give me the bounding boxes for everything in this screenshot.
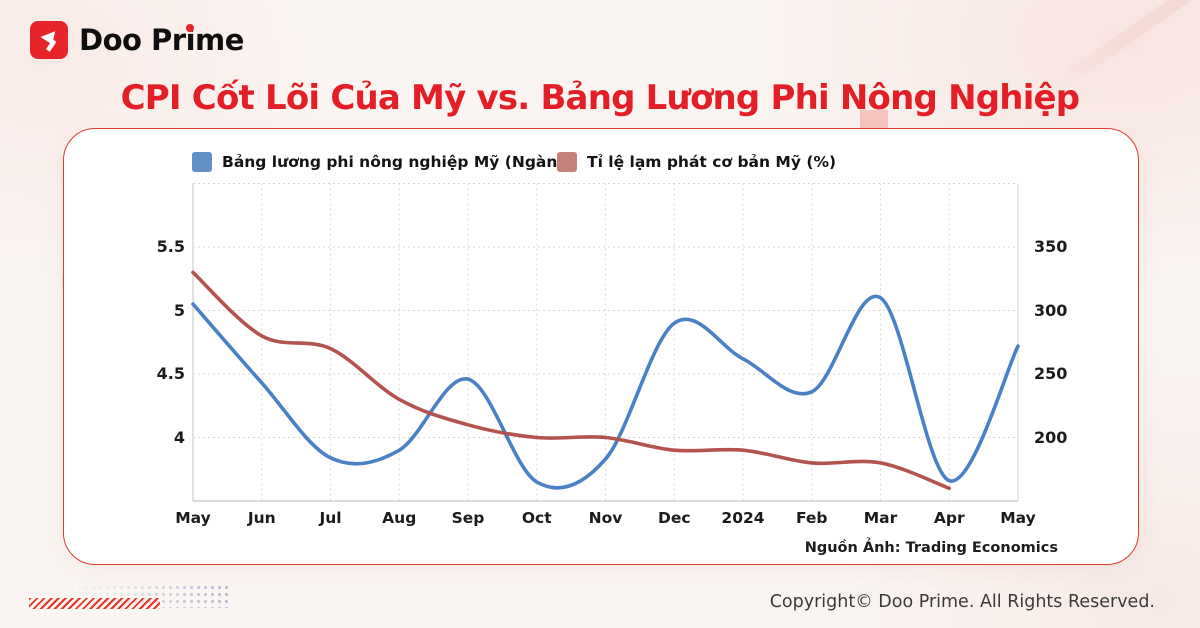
source-note: Nguồn Ảnh: Trading Economics: [804, 540, 1058, 556]
page-title: CPI Cốt Lõi Của Mỹ vs. Bảng Lương Phi Nô…: [120, 78, 1081, 118]
legend-swatch-blue: [192, 152, 212, 172]
legend-label: Tỉ lệ lạm phát cơ bản Mỹ (%): [587, 153, 837, 171]
legend-label: Bảng lương phi nông nghiệp Mỹ (Ngàn): [222, 153, 565, 171]
doo-prime-logo-icon: [30, 21, 68, 59]
doo-prime-logo-text: Doo Prime: [79, 23, 244, 57]
decor-striped-bar: [29, 598, 160, 609]
legend-item-core-cpi: Tỉ lệ lạm phát cơ bản Mỹ (%): [557, 151, 836, 173]
chart-card: [63, 128, 1139, 565]
logo-text-i: i: [185, 23, 196, 57]
logo-text-b: me: [195, 23, 244, 57]
decor-pink-square: [860, 110, 888, 130]
copyright-text: Copyright© Doo Prime. All Rights Reserve…: [769, 592, 1155, 612]
logo-text-a: Doo Pr: [79, 23, 186, 57]
legend-item-nonfarm-payrolls: Bảng lương phi nông nghiệp Mỹ (Ngàn): [192, 151, 565, 173]
legend-swatch-red: [557, 152, 577, 172]
doo-prime-logo: Doo Prime: [30, 20, 244, 60]
arrow-icon: [40, 31, 57, 52]
